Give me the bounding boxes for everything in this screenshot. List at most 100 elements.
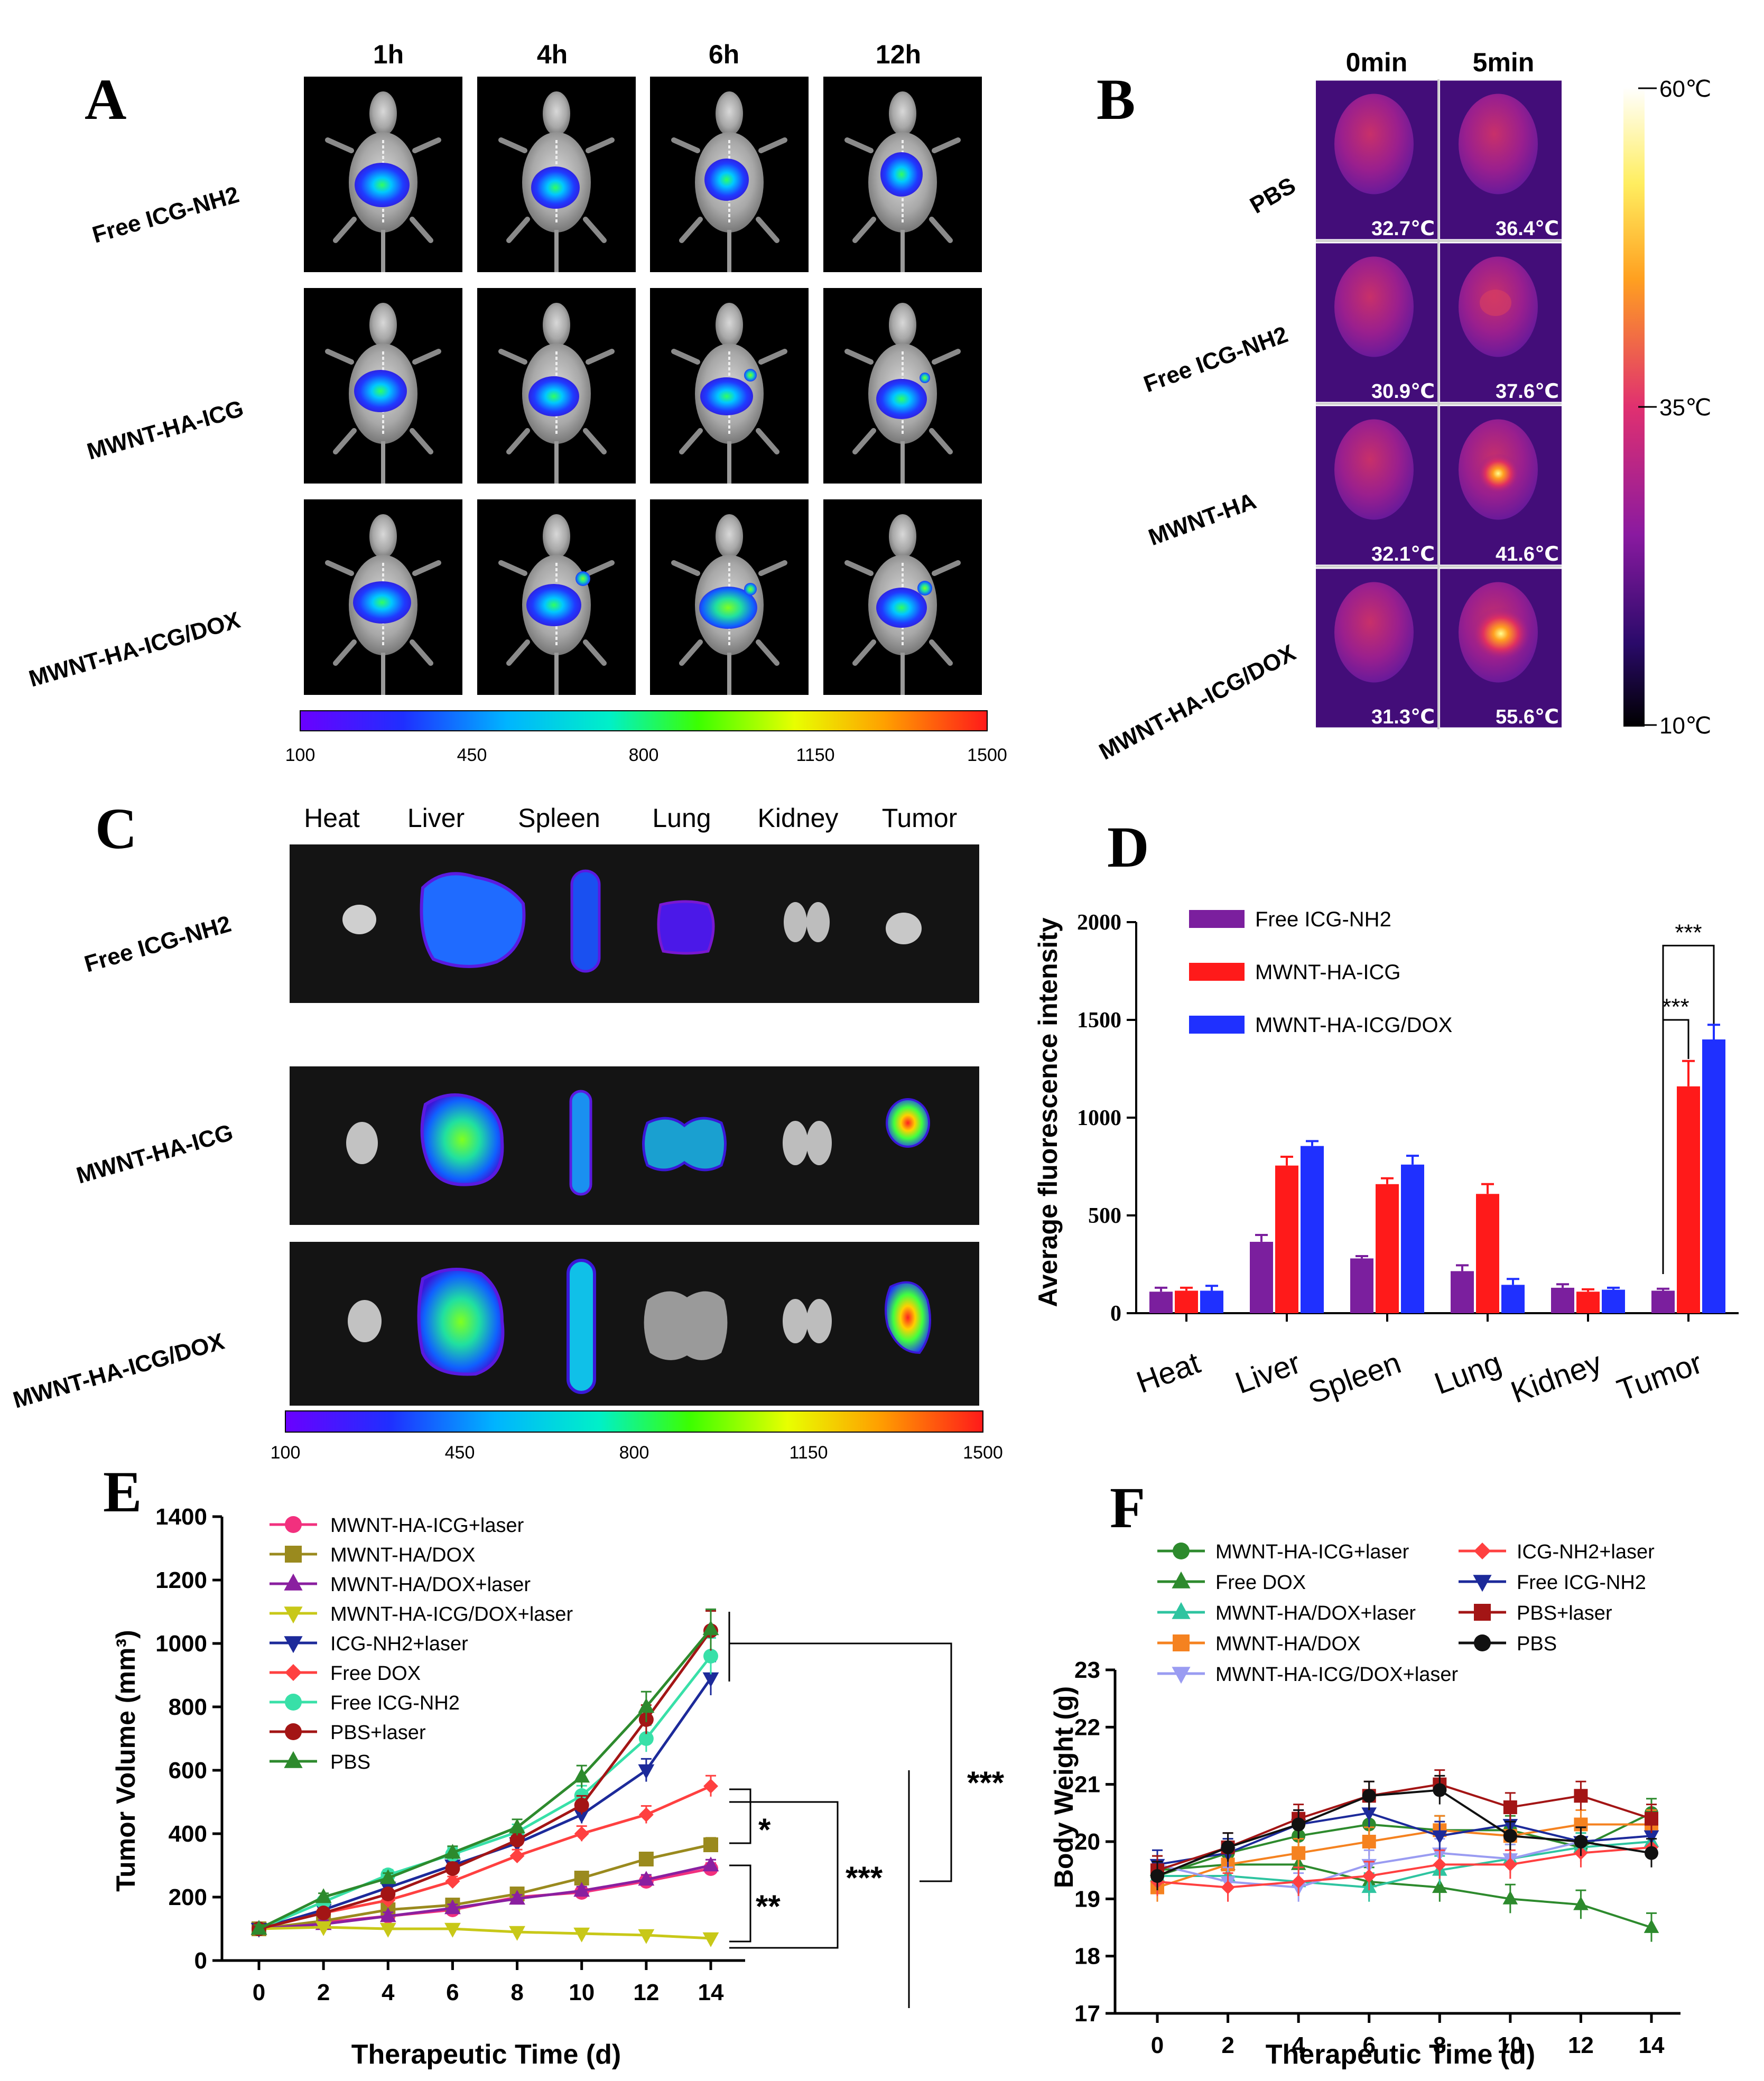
- bar: [1501, 1285, 1525, 1313]
- y-tick-label: 500: [1088, 1204, 1121, 1228]
- temperature-readout: 41.6℃: [1496, 543, 1559, 565]
- data-point: [1292, 1846, 1306, 1860]
- data-point: [573, 1927, 590, 1943]
- data-point: [250, 1920, 267, 1935]
- bar: [1451, 1271, 1474, 1313]
- legend-label: MWNT-HA-ICG/DOX+laser: [1215, 1664, 1459, 1686]
- mouse-image: [823, 77, 982, 272]
- data-point: [284, 1573, 303, 1591]
- data-point: [284, 1751, 303, 1768]
- data-point: [703, 1837, 718, 1852]
- bar: [1476, 1194, 1499, 1313]
- y-tick-label: 800: [169, 1694, 207, 1720]
- data-point: [638, 1807, 654, 1822]
- colorbar-tick: 100: [271, 1443, 301, 1463]
- x-tick-label: 4: [382, 1980, 395, 2005]
- y-tick-label: 19: [1074, 1886, 1100, 1912]
- data-point: [1150, 1869, 1164, 1883]
- data-point: [702, 1856, 719, 1872]
- mouse-image: [304, 288, 462, 484]
- data-point: [702, 1620, 719, 1636]
- x-tick-label: 6: [446, 1980, 459, 2005]
- data-point: [1573, 1896, 1589, 1910]
- data-point: [703, 1779, 718, 1794]
- bar: [1651, 1290, 1675, 1313]
- row-label: MWNT-HA-ICG/DOX: [10, 1329, 227, 1414]
- data-point: [1173, 1634, 1190, 1651]
- data-point: [1503, 1800, 1517, 1814]
- data-point: [1292, 1874, 1306, 1889]
- thermal-image: [1440, 80, 1562, 239]
- legend-label: MWNT-HA-ICG: [1255, 961, 1401, 984]
- bar: [1677, 1086, 1700, 1313]
- panel-c-colorbar: 100 450 800 1150 1500: [271, 1410, 1003, 1463]
- data-point: [285, 1723, 302, 1740]
- colorbar-gradient: [300, 710, 988, 731]
- mouse-image: [477, 77, 636, 272]
- timepoint-label: 4h: [537, 40, 568, 69]
- y-tick-label: 17: [1074, 2001, 1100, 2027]
- timepoint-label: 5min: [1473, 48, 1535, 77]
- mouse-image: [477, 499, 636, 695]
- data-point: [1362, 1789, 1376, 1803]
- data-point: [1574, 1835, 1588, 1848]
- x-tick-label: Tumor: [1613, 1345, 1707, 1408]
- series-line: [1157, 1863, 1652, 1929]
- x-tick-label: 4: [1292, 2032, 1305, 2058]
- mouse-image: [650, 77, 809, 272]
- data-point: [1172, 1667, 1191, 1684]
- x-tick-label: 8: [510, 1980, 523, 2005]
- temperature-readout: 36.4℃: [1496, 218, 1559, 240]
- data-point: [1645, 1811, 1658, 1826]
- chart-d: Average fluorescence intensity Free ICG-…: [1033, 908, 1739, 1410]
- data-point: [379, 1869, 396, 1884]
- bar: [1702, 1039, 1725, 1313]
- thermal-image: [1316, 243, 1437, 402]
- data-point: [285, 1694, 302, 1711]
- row-label: Free ICG-NH2: [1140, 321, 1292, 397]
- panel-label-b: B: [1097, 67, 1135, 132]
- y-tick-label: 1500: [1077, 1008, 1121, 1033]
- legend-label: MWNT-HA-ICG/DOX+laser: [330, 1603, 573, 1625]
- panel-a-timepoints: 1h 4h 6h 12h: [373, 40, 921, 69]
- x-tick-label: 6: [1362, 2032, 1375, 2058]
- organ-label: Liver: [407, 803, 465, 833]
- x-tick-label: Liver: [1231, 1345, 1305, 1400]
- x-tick-label: 12: [633, 1980, 659, 2005]
- panel-b-thermal-images: 32.7℃ 36.4℃ 30.9℃ 37.6℃ 32.1℃ 41.6℃ 31.3…: [1316, 79, 1562, 729]
- legend-label: MWNT-HA-ICG+laser: [1215, 1541, 1409, 1563]
- data-point: [1432, 1830, 1447, 1844]
- legend-label: Free ICG-NH2: [1517, 1572, 1646, 1594]
- legend-label: MWNT-HA/DOX: [1215, 1633, 1360, 1655]
- data-point: [1221, 1880, 1235, 1894]
- legend-label: PBS+laser: [1517, 1602, 1612, 1624]
- data-point: [1645, 1846, 1658, 1860]
- colorbar-tick: 60℃: [1659, 76, 1711, 102]
- data-point: [444, 1922, 461, 1938]
- series-line: [258, 1926, 711, 1940]
- y-tick-label: 1000: [155, 1631, 207, 1657]
- data-point: [1292, 1817, 1306, 1832]
- panel-label-d: D: [1107, 815, 1149, 879]
- x-tick-label: 2: [317, 1980, 330, 2005]
- panel-label-f: F: [1110, 1475, 1145, 1540]
- data-point: [509, 1818, 525, 1834]
- data-point: [509, 1833, 525, 1847]
- y-tick-label: 1000: [1077, 1106, 1121, 1130]
- data-point: [574, 1826, 589, 1841]
- data-point: [1473, 1575, 1492, 1592]
- x-tick-label: 0: [253, 1980, 265, 2005]
- colorbar-tick: 1150: [796, 745, 834, 765]
- series-line: [1157, 1846, 1652, 1889]
- y-tick-label: 1400: [155, 1504, 207, 1530]
- y-tick-label: 23: [1074, 1657, 1100, 1683]
- colorbar-tick: 450: [457, 745, 487, 765]
- colorbar-tick: 450: [445, 1443, 475, 1463]
- legend-label: Free ICG-NH2: [1255, 908, 1391, 931]
- data-point: [573, 1808, 590, 1824]
- legend-label: Free ICG-NH2: [330, 1692, 460, 1714]
- significance-label: ***: [967, 1765, 1005, 1800]
- data-point: [1361, 1807, 1377, 1822]
- bar: [1200, 1290, 1223, 1313]
